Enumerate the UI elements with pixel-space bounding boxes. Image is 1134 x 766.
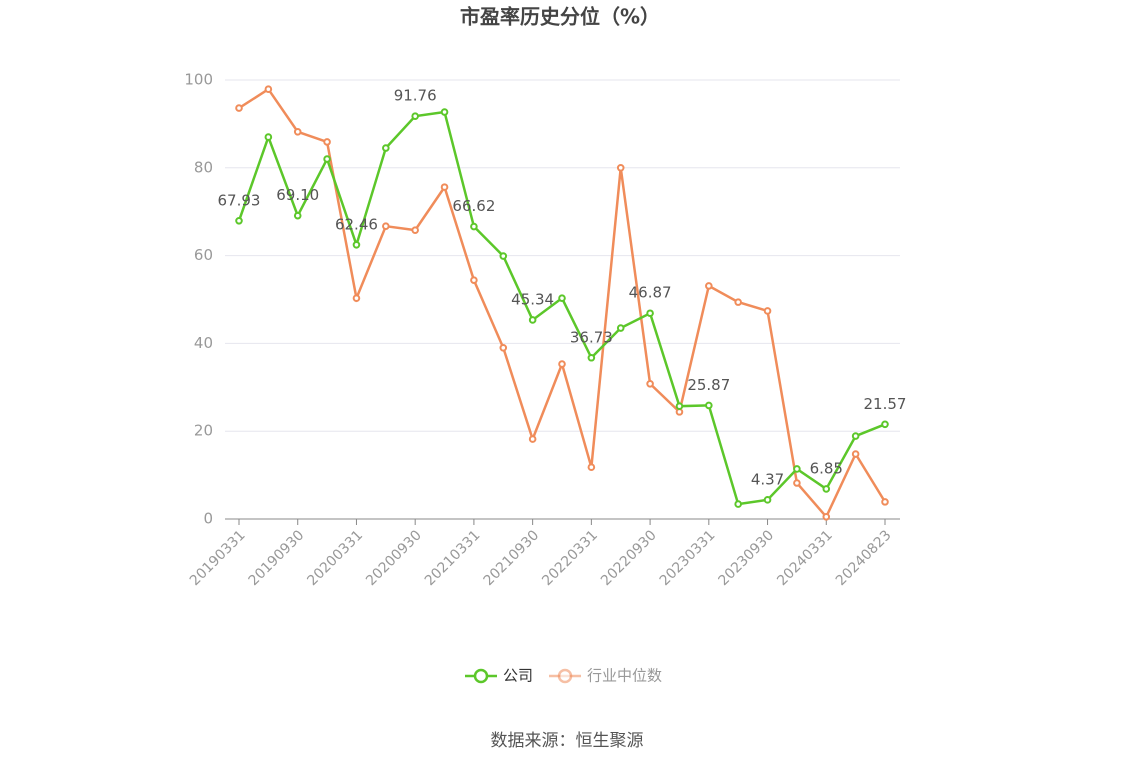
y-tick-label: 0 <box>203 510 213 528</box>
point <box>646 309 654 318</box>
point <box>763 496 772 504</box>
point <box>440 108 449 116</box>
point <box>616 324 625 332</box>
point <box>822 513 831 521</box>
source-note: 数据来源：恒生聚源 <box>491 731 644 751</box>
point <box>616 164 625 172</box>
point <box>382 144 390 152</box>
x-tick-label: 20190930 <box>246 527 308 589</box>
point <box>352 294 361 302</box>
point <box>323 138 331 146</box>
data-label: 67.93 <box>218 191 261 209</box>
x-tick-label: 20200930 <box>363 527 425 589</box>
point <box>499 252 508 260</box>
x-tick-label: 20220331 <box>539 527 601 589</box>
data-label: 66.62 <box>452 197 495 215</box>
x-tick-label: 20230930 <box>715 527 777 589</box>
data-label: 45.34 <box>511 290 554 308</box>
legend-marker <box>557 668 573 684</box>
x-tick-label: 20220930 <box>598 527 660 589</box>
point <box>587 463 596 471</box>
x-tick-label: 20230331 <box>657 527 719 589</box>
point <box>881 498 889 506</box>
x-tick-label: 20240331 <box>774 527 836 589</box>
point <box>763 307 772 315</box>
legend-marker <box>473 668 489 684</box>
data-label: 6.85 <box>810 459 843 477</box>
point <box>528 316 537 324</box>
point <box>881 420 889 429</box>
data-label: 62.46 <box>335 215 378 233</box>
point <box>470 222 478 231</box>
point <box>264 85 273 94</box>
data-label: 69.10 <box>276 186 319 204</box>
chart-title: 市盈率历史分位（%） <box>460 5 660 29</box>
point <box>293 211 302 220</box>
point <box>382 222 390 230</box>
point <box>235 216 243 225</box>
point <box>352 241 361 249</box>
point <box>822 485 831 493</box>
point <box>558 294 566 302</box>
point <box>851 450 860 458</box>
x-tick-label: 20210331 <box>422 527 484 589</box>
x-tick-label: 20200331 <box>304 527 366 589</box>
point <box>705 282 713 290</box>
point <box>675 402 684 410</box>
series-line <box>237 110 886 506</box>
point <box>470 276 478 284</box>
point <box>734 298 742 306</box>
y-tick-label: 40 <box>194 334 213 352</box>
point <box>734 500 742 508</box>
point <box>499 343 508 352</box>
point <box>705 401 713 410</box>
legend-label: 公司 <box>503 667 533 685</box>
point <box>323 155 331 163</box>
point <box>440 183 449 191</box>
y-tick-label: 60 <box>194 246 213 264</box>
x-tick-label: 20190331 <box>187 527 249 589</box>
y-tick-label: 80 <box>194 158 213 176</box>
point <box>528 435 537 443</box>
data-label: 91.76 <box>394 87 437 105</box>
point <box>235 104 243 112</box>
y-tick-label: 100 <box>184 71 213 89</box>
data-label: 36.73 <box>570 328 613 346</box>
point <box>851 432 860 440</box>
data-label: 46.87 <box>629 284 672 302</box>
x-tick-label: 20210930 <box>481 527 543 589</box>
point <box>587 353 596 362</box>
point <box>646 379 654 388</box>
point <box>411 226 419 234</box>
point <box>793 465 801 473</box>
data-label: 25.87 <box>687 376 730 394</box>
legend-label: 行业中位数 <box>587 667 662 685</box>
data-label: 21.57 <box>864 395 907 413</box>
point <box>793 479 801 487</box>
point <box>293 128 302 136</box>
data-label: 4.37 <box>751 470 784 488</box>
point <box>558 360 566 368</box>
x-tick-label: 20240823 <box>833 527 895 589</box>
point <box>264 133 273 141</box>
y-tick-label: 20 <box>194 422 213 440</box>
series-line <box>238 87 887 520</box>
point <box>411 112 419 120</box>
